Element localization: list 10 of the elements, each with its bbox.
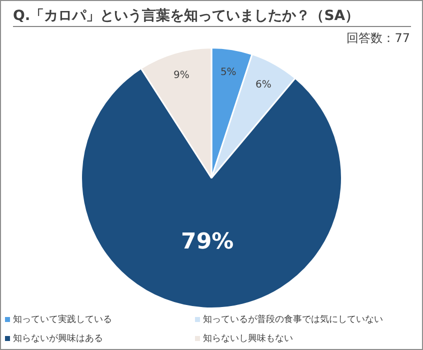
chart-subtitle: 回答数：77 [346, 30, 410, 47]
legend-label: 知っているが普段の食事では気にしていない [203, 313, 383, 326]
data-label: 79% [181, 230, 234, 255]
data-label: 9% [173, 70, 190, 82]
legend-label: 知っていて実践している [13, 314, 112, 326]
data-label: 6% [255, 79, 272, 90]
data-label: 5% [220, 67, 236, 78]
legend-label: 知らないが興味はある [13, 332, 103, 345]
chart-title: Q.「カロパ」という言葉を知っていましたか？（SA） [13, 7, 411, 27]
legend-label: 知らないし興味もない [203, 332, 293, 345]
